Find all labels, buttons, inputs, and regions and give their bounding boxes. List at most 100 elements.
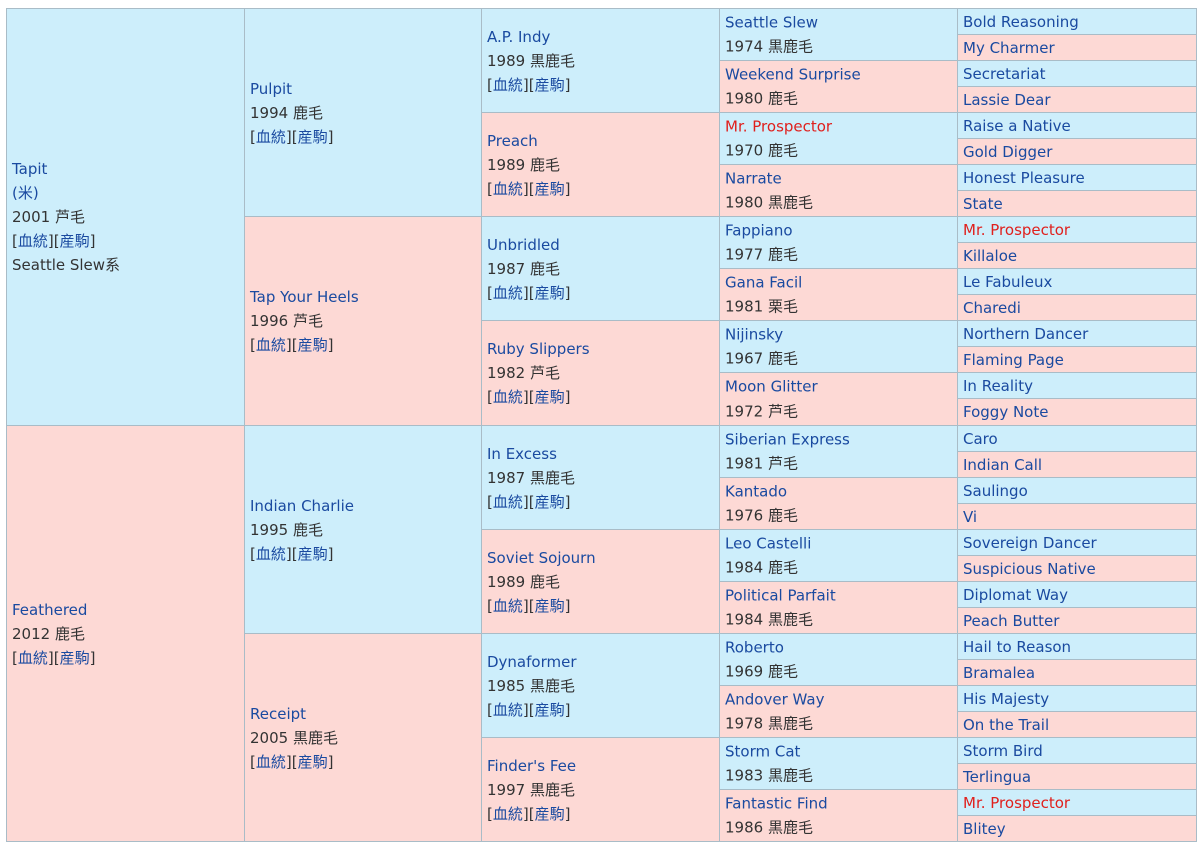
pedigree-link[interactable]: 血統	[492, 388, 523, 406]
progeny-link[interactable]: 産駒	[297, 336, 328, 354]
progeny-link[interactable]: 産駒	[534, 596, 565, 615]
horse-name-link[interactable]: A.P. Indy	[487, 27, 551, 46]
horse-name-link[interactable]: Mr. Prospector	[725, 117, 833, 135]
horse-name-link[interactable]: Storm Bird	[963, 742, 1043, 760]
pedigree-link[interactable]: 血統	[255, 544, 286, 563]
horse-name-link[interactable]: Tapit	[12, 160, 48, 178]
horse-name-link[interactable]: Indian Call	[963, 456, 1043, 474]
pedigree-link[interactable]: 血統	[492, 700, 523, 719]
horse-name-link[interactable]: Dynaformer	[487, 652, 577, 671]
horse-name-link[interactable]: Finder's Fee	[487, 756, 577, 775]
horse-name-link[interactable]: Weekend Surprise	[725, 65, 861, 83]
horse-name-link[interactable]: Political Parfait	[725, 586, 836, 604]
horse-name-link[interactable]: Caro	[963, 430, 998, 448]
pedigree-link[interactable]: 血統	[17, 232, 48, 250]
horse-name-link[interactable]: Fappiano	[725, 221, 793, 239]
horse-name-link[interactable]: Northern Dancer	[963, 325, 1089, 343]
pedigree-link[interactable]: 血統	[255, 336, 286, 354]
pedigree-link[interactable]: 血統	[492, 179, 523, 198]
horse-name-link[interactable]: Lassie Dear	[963, 91, 1051, 109]
horse-name-link[interactable]: Moon Glitter	[725, 377, 818, 396]
pedigree-link[interactable]: 血統	[492, 283, 523, 302]
pedigree-link[interactable]: 血統	[255, 752, 286, 771]
horse-name-link[interactable]: State	[963, 195, 1003, 213]
progeny-link[interactable]: 産駒	[534, 388, 565, 406]
horse-name-link[interactable]: Narrate	[725, 169, 782, 187]
horse-name-link[interactable]: Feathered	[12, 600, 88, 619]
progeny-link[interactable]: 産駒	[534, 75, 565, 94]
progeny-link[interactable]: 産駒	[59, 648, 90, 667]
pedigree-link[interactable]: 血統	[17, 648, 48, 667]
horse-name-link[interactable]: Flaming Page	[963, 351, 1064, 369]
progeny-link[interactable]: 産駒	[534, 283, 565, 302]
horse-name-link[interactable]: In Excess	[487, 444, 557, 463]
progeny-link[interactable]: 産駒	[534, 804, 565, 823]
horse-name-link[interactable]: Tap Your Heels	[250, 288, 359, 306]
sire-line-label: Seattle Slew系	[12, 256, 121, 274]
horse-name-link[interactable]: On the Trail	[963, 716, 1050, 734]
horse-name-link[interactable]: Fantastic Find	[725, 794, 828, 812]
horse-name-link[interactable]: Leo Castelli	[725, 534, 812, 552]
horse-name-link[interactable]: Mr. Prospector	[963, 221, 1071, 239]
birth-year-color: 2012 鹿毛	[12, 624, 85, 643]
horse-name-link[interactable]: In Reality	[963, 377, 1033, 395]
horse-name-link[interactable]: Storm Cat	[725, 742, 801, 760]
horse-name-link[interactable]: Andover Way	[725, 690, 825, 708]
horse-name-link[interactable]: Sovereign Dancer	[963, 534, 1097, 552]
bracket: [	[487, 804, 493, 823]
horse-name-link[interactable]: Vi	[963, 508, 978, 526]
pedigree-cell-gen5: On the Trail	[957, 711, 1197, 738]
pedigree-link[interactable]: 血統	[492, 75, 523, 94]
pedigree-links: [血統][産駒]	[487, 698, 719, 722]
horse-name-link[interactable]: Secretariat	[963, 65, 1046, 83]
horse-name-link[interactable]: Seattle Slew	[725, 13, 819, 31]
horse-name-link[interactable]: Hail to Reason	[963, 638, 1072, 656]
bracket: [	[250, 127, 256, 146]
horse-name-link[interactable]: Preach	[487, 131, 538, 150]
bracket: ]	[564, 492, 571, 511]
horse-name-link[interactable]: Saulingo	[963, 482, 1028, 500]
horse-name-link[interactable]: Siberian Express	[725, 430, 850, 448]
horse-name-link[interactable]: Bold Reasoning	[963, 13, 1079, 31]
horse-name-link[interactable]: Peach Butter	[963, 612, 1060, 630]
pedigree-link[interactable]: 血統	[255, 127, 286, 146]
horse-name-link[interactable]: Roberto	[725, 638, 784, 656]
progeny-link[interactable]: 産駒	[534, 492, 565, 511]
horse-name-link[interactable]: Gold Digger	[963, 143, 1053, 161]
horse-name-link[interactable]: My Charmer	[963, 39, 1055, 57]
progeny-link[interactable]: 産駒	[297, 127, 328, 146]
horse-name-link[interactable]: Kantado	[725, 482, 788, 500]
horse-name-link[interactable]: Pulpit	[250, 79, 293, 98]
horse-name-link[interactable]: Terlingua	[963, 768, 1032, 786]
horse-name-link[interactable]: Blitey	[963, 820, 1006, 838]
birth-year-color: 1972 芦毛	[725, 402, 798, 420]
pedigree-link[interactable]: 血統	[492, 804, 523, 823]
horse-name-link[interactable]: Nijinsky	[725, 325, 784, 343]
horse-name-link[interactable]: Diplomat Way	[963, 586, 1068, 604]
progeny-link[interactable]: 産駒	[534, 179, 565, 198]
progeny-link[interactable]: 産駒	[297, 544, 328, 563]
horse-name-link[interactable]: Indian Charlie	[250, 496, 354, 515]
horse-name-link[interactable]: Honest Pleasure	[963, 169, 1085, 187]
pedigree-link[interactable]: 血統	[492, 596, 523, 615]
horse-name-link[interactable]: Receipt	[250, 704, 307, 723]
horse-name-link[interactable]: Raise a Native	[963, 117, 1071, 135]
birth-year-color: 1981 栗毛	[725, 297, 798, 316]
pedigree-cell-gen4: Seattle Slew 1974 黒鹿毛	[719, 8, 958, 61]
horse-name-link[interactable]: Unbridled	[487, 235, 560, 254]
horse-name-link[interactable]: Foggy Note	[963, 403, 1049, 421]
progeny-link[interactable]: 産駒	[534, 700, 565, 719]
horse-name-link[interactable]: Suspicious Native	[963, 560, 1096, 578]
horse-name-link[interactable]: Killaloe	[963, 247, 1018, 265]
horse-name-link[interactable]: Le Fabuleux	[963, 273, 1053, 291]
horse-name-link[interactable]: Mr. Prospector	[963, 794, 1071, 812]
progeny-link[interactable]: 産駒	[297, 752, 328, 771]
horse-name-link[interactable]: Gana Facil	[725, 273, 803, 291]
horse-name-link[interactable]: Bramalea	[963, 664, 1036, 682]
horse-name-link[interactable]: Soviet Sojourn	[487, 548, 596, 567]
pedigree-link[interactable]: 血統	[492, 492, 523, 511]
horse-name-link[interactable]: Ruby Slippers	[487, 340, 590, 358]
horse-name-link[interactable]: His Majesty	[963, 690, 1050, 708]
progeny-link[interactable]: 産駒	[59, 232, 90, 250]
horse-name-link[interactable]: Charedi	[963, 299, 1021, 317]
